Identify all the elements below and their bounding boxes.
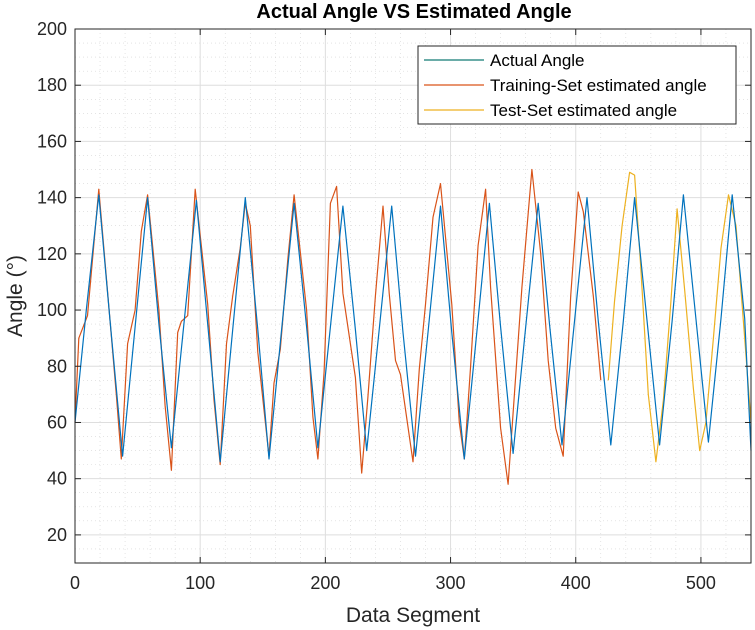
y-tick-label: 140 (37, 188, 67, 208)
tick-marks (74, 28, 751, 563)
y-tick-label: 40 (47, 469, 67, 489)
y-axis-label: Angle (°) (4, 255, 27, 337)
y-tick-labels: 20 40 60 80 100 120 140 160 180 200 (37, 19, 67, 545)
y-tick-label: 100 (37, 300, 67, 320)
legend-label-actual: Actual Angle (490, 51, 585, 70)
x-tick-label: 300 (436, 573, 466, 593)
series-line-actual (74, 194, 752, 463)
y-tick-label: 200 (37, 19, 67, 39)
x-axis-label: Data Segment (346, 604, 480, 627)
x-tick-label: 200 (310, 573, 340, 593)
legend: Actual Angle Training-Set estimated angl… (417, 45, 737, 125)
x-tick-label: 500 (686, 573, 716, 593)
y-tick-label: 60 (47, 412, 67, 432)
series-layer (74, 168, 752, 485)
legend-label-test: Test-Set estimated angle (490, 101, 677, 120)
chart-title: Actual Angle VS Estimated Angle (256, 1, 571, 23)
x-tick-label: 100 (185, 573, 215, 593)
x-tick-label: 400 (561, 573, 591, 593)
plot-frame (74, 28, 752, 564)
y-tick-label: 20 (47, 525, 67, 545)
legend-label-training: Training-Set estimated angle (490, 76, 707, 95)
series-line-test (607, 171, 752, 463)
y-tick-label: 160 (37, 131, 67, 151)
y-tick-label: 120 (37, 244, 67, 264)
y-tick-label: 180 (37, 75, 67, 95)
x-tick-label: 0 (70, 573, 80, 593)
x-tick-labels: 0 100 200 300 400 500 (70, 573, 716, 593)
series-line-training (74, 168, 602, 485)
y-tick-label: 80 (47, 356, 67, 376)
